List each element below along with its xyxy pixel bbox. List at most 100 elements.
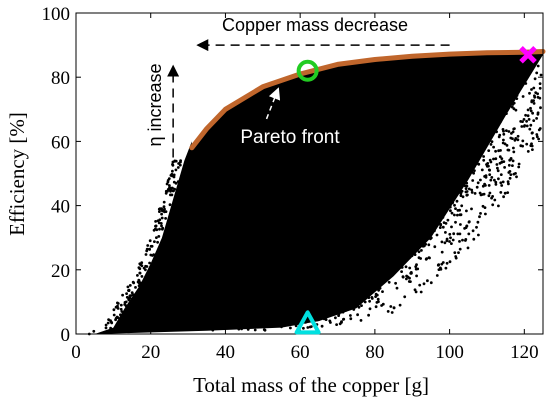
scatter-point <box>502 129 505 133</box>
scatter-point <box>505 144 509 147</box>
scatter-point <box>478 215 481 219</box>
scatter-point <box>495 130 498 134</box>
scatter-point <box>508 93 512 97</box>
scatter-point <box>392 264 395 267</box>
scatter-point <box>450 200 454 204</box>
scatter-point <box>444 222 448 225</box>
scatter-point <box>441 261 445 264</box>
scatter-point <box>497 204 500 208</box>
scatter-point <box>348 307 352 311</box>
scatter-point <box>502 160 506 164</box>
scatter-point <box>413 288 417 292</box>
scatter-point <box>448 232 452 236</box>
scatter-point <box>490 140 494 144</box>
scatter-point <box>450 242 453 246</box>
scatter-point <box>494 183 498 186</box>
scatter-point <box>109 320 113 324</box>
scatter-point <box>368 299 371 303</box>
scatter-point <box>211 328 215 332</box>
scatter-point <box>536 111 540 115</box>
scatter-point <box>375 301 379 304</box>
scatter-point <box>429 230 433 234</box>
scatter-point <box>156 240 160 244</box>
scatter-point <box>490 196 493 200</box>
scatter-point <box>522 118 526 121</box>
scatter-point <box>499 173 503 177</box>
scatter-point <box>529 65 533 69</box>
scatter-point <box>522 68 525 72</box>
scatter-point <box>408 256 412 259</box>
scatter-point <box>128 294 132 298</box>
scatter-point <box>491 203 495 207</box>
scatter-point <box>417 250 421 254</box>
scatter-point <box>512 101 516 105</box>
scatter-point <box>120 310 124 313</box>
scatter-point <box>467 187 471 191</box>
scatter-point <box>452 232 456 236</box>
scatter-point <box>404 259 407 262</box>
scatter-point <box>503 166 506 169</box>
scatter-point <box>467 232 471 236</box>
scatter-point <box>119 303 123 307</box>
scatter-point <box>445 239 449 243</box>
scatter-point <box>92 329 96 333</box>
scatter-point <box>356 299 359 303</box>
scatter-point <box>405 277 408 281</box>
scatter-point <box>494 121 498 125</box>
scatter-point <box>459 192 463 195</box>
scatter-point <box>500 106 503 109</box>
scatter-point <box>342 318 345 321</box>
scatter-point <box>409 250 413 254</box>
scatter-point <box>456 183 459 186</box>
scatter-point <box>356 313 359 317</box>
scatter-point <box>506 148 510 152</box>
scatter-point <box>446 218 450 222</box>
scatter-point <box>148 239 152 243</box>
scatter-point <box>429 224 433 227</box>
scatter-point <box>289 326 292 330</box>
scatter-point <box>480 145 484 148</box>
scatter-point <box>500 102 504 106</box>
tick-labels: 0 20 40 60 80 100 120 0 20 40 60 80 100 <box>42 4 539 363</box>
scatter-point <box>162 200 166 204</box>
scatter-point <box>500 184 504 187</box>
scatter-point <box>512 150 516 154</box>
scatter-point <box>511 130 515 134</box>
scatter-point <box>467 158 471 162</box>
x-tick-label: 40 <box>216 342 235 363</box>
scatter-point <box>459 194 463 198</box>
scatter-point <box>515 77 519 81</box>
scatter-point <box>461 176 464 179</box>
scatter-point <box>448 260 452 264</box>
scatter-point <box>375 293 379 297</box>
scatter-point <box>314 317 317 320</box>
scatter-point <box>514 108 518 112</box>
scatter-point <box>525 67 528 71</box>
scatter-point <box>488 136 492 139</box>
scatter-point <box>528 127 532 131</box>
scatter-point <box>395 286 399 290</box>
scatter-point <box>386 310 390 313</box>
scatter-point <box>447 201 451 205</box>
scatter-point <box>487 184 491 187</box>
scatter-point <box>473 169 476 173</box>
scatter-point <box>441 212 444 215</box>
scatter-point <box>359 297 362 301</box>
scatter-point <box>503 191 507 195</box>
scatter-point <box>481 184 485 188</box>
scatter-point <box>465 224 469 228</box>
scatter-point <box>512 146 515 150</box>
scatter-point <box>524 82 528 85</box>
scatter-point <box>463 227 466 230</box>
scatter-point <box>168 203 172 207</box>
scatter-point <box>458 240 461 243</box>
scatter-point <box>159 222 163 225</box>
scatter-point <box>116 307 120 310</box>
scatter-point <box>302 326 305 330</box>
scatter-point <box>448 240 451 243</box>
scatter-point <box>497 149 500 153</box>
scatter-point <box>531 63 535 66</box>
scatter-point <box>489 178 493 182</box>
scatter-point <box>483 131 487 134</box>
scatter-point <box>369 288 372 292</box>
